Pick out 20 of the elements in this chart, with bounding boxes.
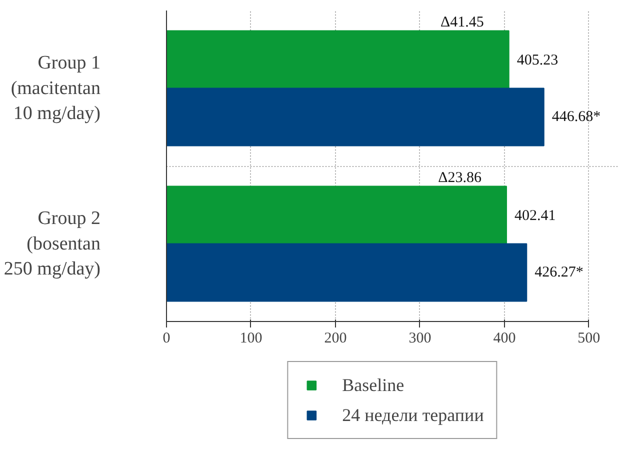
bar: [166, 243, 528, 302]
x-tick-label: 0: [162, 330, 170, 346]
y-tick-label: Group 1 (macitentan 10 mg/day): [10, 52, 101, 124]
x-tick-label: 200: [324, 330, 347, 346]
annotation: Δ41.45: [440, 14, 484, 31]
bar: [166, 30, 510, 89]
x-tick-label: 100: [240, 330, 262, 346]
data-label: 426.27*: [534, 264, 584, 281]
data-label: 402.41: [514, 208, 556, 224]
bar: [166, 186, 507, 244]
x-tick-label: 500: [578, 330, 600, 346]
y-tick-label: Group 2 (bosentan 250 mg/day): [4, 208, 101, 280]
x-tick-label: 400: [493, 330, 516, 346]
legend-label: Baseline: [342, 374, 404, 396]
x-tick-label: 300: [408, 330, 432, 346]
bar: [166, 88, 544, 146]
legend-label: 24 недели терапии: [342, 404, 484, 426]
annotation: Δ23.86: [438, 170, 482, 186]
data-label: 446.68*: [552, 109, 601, 126]
data-label: 405.23: [516, 52, 558, 68]
